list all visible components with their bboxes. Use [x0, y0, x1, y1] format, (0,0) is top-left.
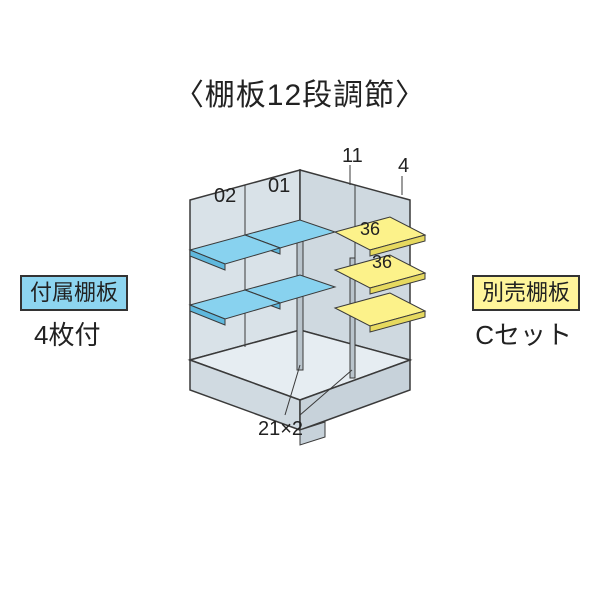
optional-shelf-set: Cセット	[475, 315, 572, 352]
label-36a: 36	[360, 219, 380, 239]
label-02: 02	[214, 185, 236, 207]
label-01: 01	[268, 175, 290, 197]
label-21x2: 21×2	[258, 418, 303, 440]
label-11: 11	[342, 145, 363, 167]
shelf-diagram: 02 01 11 4 36 36 21×2	[150, 140, 450, 480]
included-shelf-count: 4枚付	[34, 315, 100, 352]
optional-shelf-badge: 別売棚板	[472, 275, 580, 311]
label-36b: 36	[372, 252, 392, 272]
included-shelf-badge: 付属棚板	[20, 275, 128, 311]
page-title: 〈棚板12段調節〉	[0, 70, 600, 114]
label-4: 4	[398, 155, 409, 177]
